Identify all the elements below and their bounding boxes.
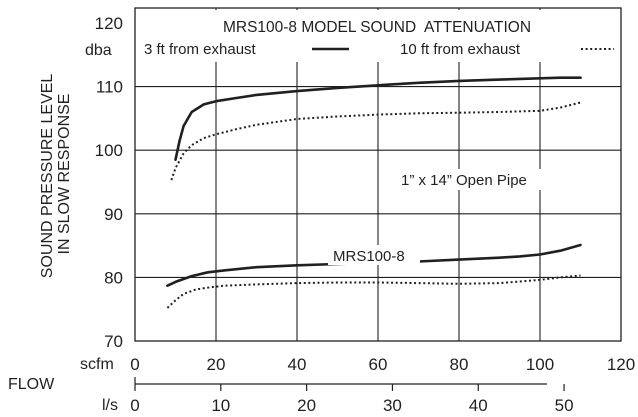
x-tick-label: 40 [288, 355, 307, 374]
y-tick-label: 110 [96, 78, 123, 97]
open-pipe-label: 1” x 14” Open Pipe [401, 172, 527, 189]
x-tick-label: 100 [526, 355, 554, 374]
chart-title: MRS100-8 MODEL SOUND ATTENUATION [223, 19, 531, 36]
y-axis-label-line2: IN SLOW RESPONSE [56, 94, 73, 255]
legend-label-3ft: 3 ft from exhaust [144, 41, 257, 58]
y-axis-label: SOUND PRESSURE LEVEL IN SLOW RESPONSE [39, 70, 73, 278]
y-tick-label: 80 [104, 268, 123, 287]
flow-label: FLOW [8, 376, 55, 393]
y-axis-label-line1: SOUND PRESSURE LEVEL [39, 74, 56, 279]
x-unit-label: scfm [80, 356, 114, 373]
plot-frame [134, 7, 622, 342]
y-unit-label: dba [85, 42, 112, 59]
x-tick-label: 0 [130, 355, 139, 374]
x-tick-label: 60 [369, 355, 388, 374]
y-tick-label: 90 [104, 205, 123, 224]
mrs100-8-10ft-line [166, 274, 581, 309]
series-layer [166, 76, 582, 309]
open-pipe-3ft-line [174, 76, 582, 161]
secondary-x-tick-label: 10 [211, 396, 230, 415]
secondary-x-tick-label: 30 [383, 396, 402, 415]
y-tick-labels: 70 80 90 100 110 120 [95, 14, 123, 351]
secondary-x-tick-label: 20 [297, 396, 316, 415]
legend-label-10ft: 10 ft from exhaust [400, 41, 521, 58]
y-tick-label: 70 [104, 332, 123, 351]
x2-unit-label: l/s [102, 397, 118, 414]
y-tick-label: 100 [95, 141, 123, 160]
x-tick-labels: 0 20 40 60 80 100 120 [130, 355, 635, 374]
x-tick-label: 20 [207, 355, 226, 374]
x-tick-label: 120 [607, 355, 635, 374]
secondary-x-tick-label: 40 [469, 396, 488, 415]
secondary-x-ticks: 0 10 20 30 40 50 [130, 377, 574, 415]
mrs-label-bg [328, 245, 420, 265]
y-tick-label: 120 [95, 14, 123, 33]
secondary-x-tick-label: 50 [555, 396, 574, 415]
secondary-x-tick-label: 0 [130, 396, 139, 415]
open-pipe-10ft-line [170, 101, 581, 181]
x-tick-label: 80 [450, 355, 469, 374]
mrs-label: MRS100-8 [333, 248, 405, 265]
open-pipe-label-bg [391, 169, 594, 190]
legend-box [137, 10, 619, 62]
